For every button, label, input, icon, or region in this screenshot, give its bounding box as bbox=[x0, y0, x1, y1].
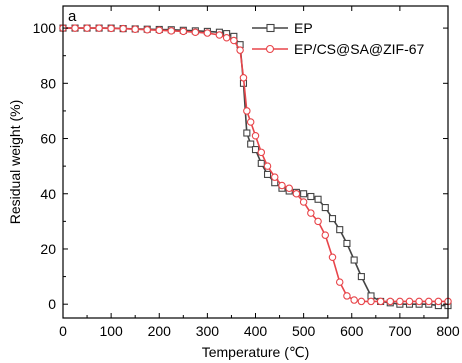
y-tick-label-0: 0 bbox=[48, 296, 56, 312]
series-1-point-15 bbox=[230, 36, 238, 45]
x-tick-label-2: 200 bbox=[148, 323, 172, 339]
series-1-point-25 bbox=[285, 184, 293, 192]
series-1-point-35 bbox=[357, 297, 366, 306]
series-1-point-13 bbox=[215, 31, 224, 39]
series-1-point-20 bbox=[251, 132, 260, 140]
series-1-point-36 bbox=[367, 297, 375, 306]
series-1-point-33 bbox=[343, 292, 351, 300]
series-1-point-9 bbox=[167, 27, 176, 35]
series-1-point-39 bbox=[396, 297, 404, 306]
series-1-point-8 bbox=[155, 26, 164, 35]
series-0-point-20 bbox=[251, 146, 260, 154]
series-1-point-24 bbox=[278, 181, 286, 190]
y-tick-label-5: 100 bbox=[33, 20, 57, 36]
series-1-point-16 bbox=[236, 46, 244, 54]
legend-label-0: EP bbox=[294, 20, 313, 36]
series-0-point-19 bbox=[247, 140, 255, 148]
series-1-point-1 bbox=[71, 24, 79, 32]
series-1-point-3 bbox=[95, 24, 103, 32]
legend-marker-0 bbox=[266, 23, 275, 33]
series-0-point-31 bbox=[328, 215, 337, 223]
series-1-point-10 bbox=[179, 27, 188, 36]
series-1-point-22 bbox=[263, 162, 272, 170]
x-tick-label-5: 500 bbox=[292, 323, 316, 339]
series-0-point-18 bbox=[243, 129, 251, 137]
x-tick-label-7: 700 bbox=[388, 323, 412, 339]
x-axis-label: Temperature (℃) bbox=[202, 344, 310, 360]
legend-label-1: EP/CS@SA@ZIF-67 bbox=[294, 41, 425, 57]
series-1-point-30 bbox=[321, 231, 330, 239]
series-1-point-6 bbox=[131, 25, 139, 33]
series-line-1 bbox=[63, 27, 448, 303]
x-tick-label-8: 800 bbox=[436, 323, 460, 339]
x-tick-label-0: 0 bbox=[59, 323, 67, 339]
series-0-point-32 bbox=[336, 226, 344, 234]
series-1-point-7 bbox=[143, 25, 151, 34]
series-0-point-21 bbox=[257, 159, 265, 167]
series-1-point-43 bbox=[434, 297, 443, 306]
series-0-point-22 bbox=[263, 170, 272, 178]
series-0-point-34 bbox=[350, 256, 358, 264]
series-1-point-26 bbox=[292, 190, 301, 198]
series-1-point-2 bbox=[83, 24, 91, 32]
series-1-point-21 bbox=[257, 148, 266, 157]
series-1-point-28 bbox=[307, 209, 315, 217]
series-0-point-35 bbox=[357, 273, 365, 281]
x-tick-label-6: 600 bbox=[340, 323, 364, 339]
series-1-point-40 bbox=[405, 297, 414, 306]
series-1-point-27 bbox=[299, 198, 308, 206]
series-1-point-29 bbox=[314, 217, 322, 226]
series-1 bbox=[59, 24, 452, 306]
y-tick-label-1: 20 bbox=[40, 241, 56, 257]
series-1-point-41 bbox=[415, 297, 423, 306]
series-1-point-5 bbox=[119, 24, 127, 33]
series-1-point-12 bbox=[203, 29, 212, 37]
series-1-point-34 bbox=[350, 296, 358, 304]
legend-entry-1: EP/CS@SA@ZIF-67 bbox=[252, 41, 425, 57]
series-1-point-37 bbox=[376, 297, 385, 306]
series-1-point-38 bbox=[386, 297, 394, 306]
panel-label: a bbox=[68, 8, 77, 25]
series-0-point-28 bbox=[307, 192, 315, 201]
series-layer bbox=[59, 24, 452, 310]
series-1-point-31 bbox=[328, 253, 337, 262]
series-0-point-30 bbox=[321, 204, 329, 212]
series-1-point-4 bbox=[107, 24, 115, 33]
y-tick-label-3: 60 bbox=[40, 131, 56, 147]
series-1-point-42 bbox=[424, 297, 433, 306]
series-1-point-32 bbox=[335, 278, 344, 286]
series-0-point-27 bbox=[300, 190, 308, 198]
series-line-0 bbox=[63, 27, 448, 307]
legend-entry-0: EP bbox=[252, 20, 313, 36]
series-1-point-17 bbox=[239, 74, 248, 82]
y-tick-label-2: 40 bbox=[40, 186, 56, 202]
series-1-point-19 bbox=[246, 118, 255, 126]
series-0-point-29 bbox=[314, 195, 322, 203]
x-tick-label-1: 100 bbox=[99, 323, 123, 339]
series-1-point-14 bbox=[222, 34, 231, 42]
series-0 bbox=[59, 24, 452, 310]
series-1-point-11 bbox=[191, 28, 200, 36]
ticks-layer: 0 100 200 300 400 500 600 700 800 0 20 40 60 80 100 bbox=[33, 6, 460, 339]
x-tick-label-4: 400 bbox=[244, 323, 268, 339]
series-1-point-23 bbox=[270, 173, 279, 181]
x-tick-label-3: 300 bbox=[196, 323, 220, 339]
y-axis-label: Residual weight (%) bbox=[7, 100, 23, 225]
series-1-point-18 bbox=[243, 107, 251, 115]
legend-marker-1 bbox=[265, 44, 275, 54]
y-tick-label-4: 80 bbox=[40, 75, 56, 91]
legend: EP EP/CS@SA@ZIF-67 bbox=[252, 20, 425, 57]
series-0-point-33 bbox=[343, 239, 351, 248]
